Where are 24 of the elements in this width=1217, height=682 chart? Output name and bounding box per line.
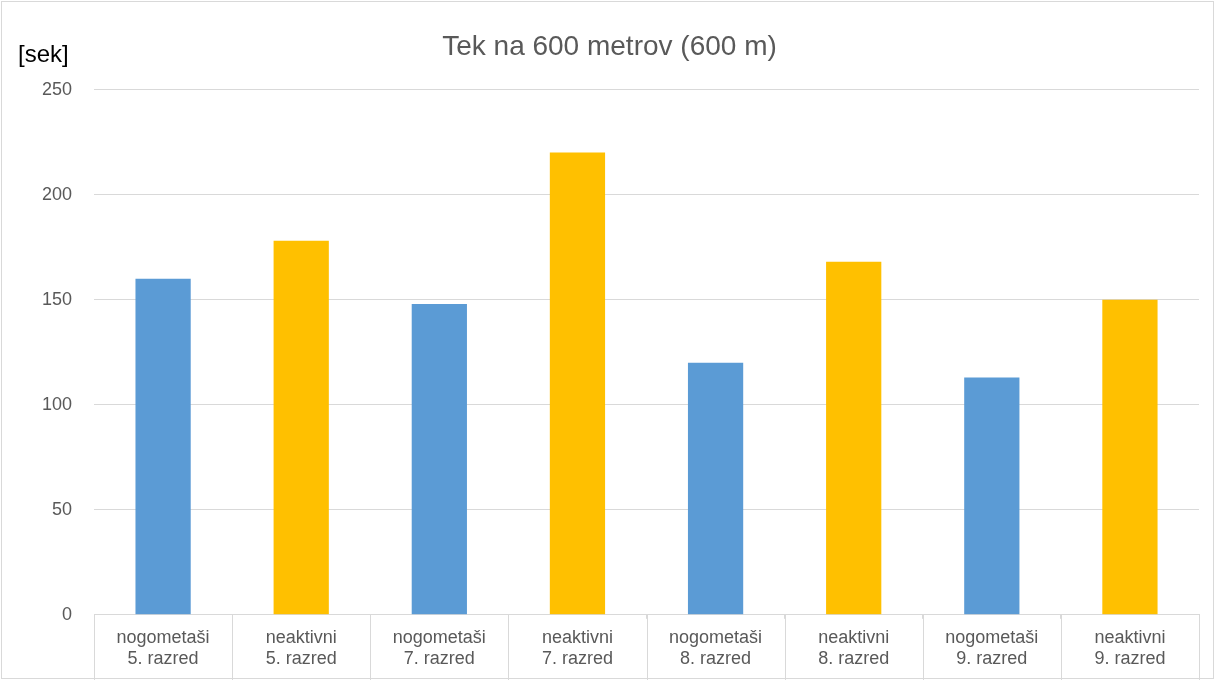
x-tick-label: nogometaši 5. razred bbox=[116, 626, 210, 669]
x-tick-label: nogometaši 7. razred bbox=[392, 626, 486, 669]
y-tick-label: 150 bbox=[41, 288, 73, 309]
bar bbox=[411, 303, 467, 615]
y-tick-label: 0 bbox=[62, 603, 73, 624]
bar bbox=[135, 278, 191, 615]
x-tick-label: neaktivni 5. razred bbox=[265, 626, 337, 669]
y-tick-label: 250 bbox=[41, 78, 73, 99]
chart-title: Tek na 600 metrov (600 m) bbox=[442, 29, 777, 61]
bar bbox=[687, 362, 744, 615]
bar bbox=[549, 152, 606, 615]
y-tick-label: 100 bbox=[41, 393, 73, 414]
y-axis-title: [sek] bbox=[18, 40, 69, 68]
x-tick-label: neaktivni 8. razred bbox=[818, 626, 890, 669]
x-tick-label: nogometaši 9. razred bbox=[945, 626, 1039, 669]
bar bbox=[826, 261, 882, 615]
x-tick-label: nogometaši 8. razred bbox=[669, 626, 763, 669]
bar bbox=[964, 377, 1020, 615]
y-tick-label: 200 bbox=[41, 183, 73, 204]
bar bbox=[273, 240, 329, 615]
y-tick-label: 50 bbox=[52, 498, 73, 519]
x-tick-label: neaktivni 9. razred bbox=[1094, 626, 1166, 669]
x-tick-label: neaktivni 7. razred bbox=[541, 626, 613, 669]
bar bbox=[1102, 299, 1158, 615]
